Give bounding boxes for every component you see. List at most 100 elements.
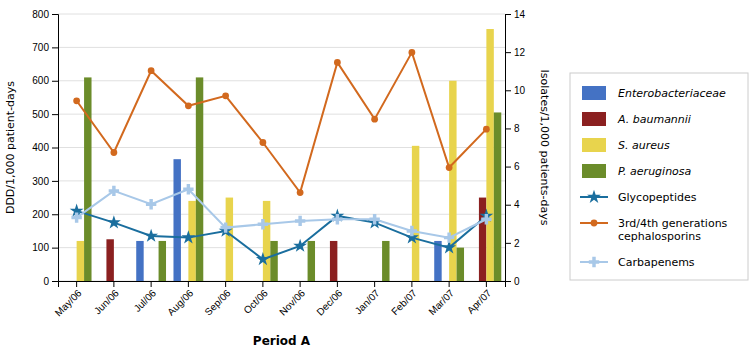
chart: May/06Jun/06Jul/06Aug/06Sep/06Oct/06Nov/… bbox=[0, 0, 756, 353]
bar bbox=[293, 281, 300, 282]
bar bbox=[308, 241, 315, 281]
tick: Nov/06 bbox=[277, 281, 307, 318]
tick-mark bbox=[505, 243, 511, 244]
tick: 100 bbox=[32, 242, 58, 253]
line-series bbox=[71, 184, 491, 243]
tick-mark bbox=[505, 128, 511, 129]
tick-label: 0 bbox=[514, 276, 520, 287]
bar bbox=[300, 281, 307, 282]
tick-label: 500 bbox=[32, 109, 49, 120]
bar bbox=[322, 281, 329, 282]
bar bbox=[263, 201, 270, 281]
legend-marker bbox=[591, 220, 598, 227]
marker bbox=[109, 186, 119, 196]
tick-label: 100 bbox=[32, 242, 49, 253]
tick-label: May/06 bbox=[53, 287, 84, 318]
line bbox=[77, 189, 487, 237]
bar bbox=[471, 281, 478, 282]
tick-mark bbox=[505, 167, 511, 168]
bar bbox=[69, 281, 76, 282]
tick-label: Aug/06 bbox=[165, 287, 195, 317]
tick-mark bbox=[188, 281, 189, 287]
marker bbox=[181, 230, 195, 243]
legend-swatch bbox=[582, 86, 606, 100]
legend-marker bbox=[589, 257, 599, 267]
tick: 8 bbox=[505, 123, 520, 134]
tick-mark bbox=[374, 281, 375, 287]
tick-label: Mar/07 bbox=[426, 287, 456, 317]
y-axis: 0100200300400500600700800 bbox=[32, 9, 58, 287]
tick: Aug/06 bbox=[165, 281, 195, 318]
tick-mark bbox=[505, 52, 511, 53]
tick-label: Sep/06 bbox=[203, 287, 233, 317]
marker bbox=[334, 59, 341, 66]
tick-label: 4 bbox=[514, 199, 520, 210]
tick-mark bbox=[52, 81, 58, 82]
tick-label: Apr/07 bbox=[465, 287, 494, 316]
tick-label: 800 bbox=[32, 9, 49, 20]
legend-label: Glycopeptides bbox=[618, 191, 697, 204]
tick: 400 bbox=[32, 142, 58, 153]
bar-series bbox=[77, 29, 494, 281]
marker bbox=[259, 139, 266, 146]
line-series bbox=[73, 49, 490, 196]
tick-mark bbox=[52, 281, 58, 282]
bar bbox=[442, 281, 449, 282]
axis-line bbox=[52, 15, 59, 282]
tick: 300 bbox=[32, 176, 58, 187]
tick: 800 bbox=[32, 9, 58, 20]
marker bbox=[222, 92, 229, 99]
bar bbox=[285, 281, 292, 282]
tick-label: 12 bbox=[514, 47, 526, 58]
tick: 700 bbox=[32, 42, 58, 53]
bar bbox=[136, 241, 143, 281]
bar bbox=[77, 241, 84, 281]
marker bbox=[483, 126, 490, 133]
bar bbox=[419, 281, 426, 282]
tick-mark bbox=[486, 281, 487, 287]
bar bbox=[330, 241, 337, 281]
tick-mark bbox=[449, 281, 450, 287]
bar bbox=[99, 281, 106, 282]
tick-label: 8 bbox=[514, 123, 520, 134]
bar bbox=[62, 281, 69, 282]
marker bbox=[220, 222, 230, 232]
marker bbox=[481, 214, 491, 224]
legend-item: Glycopeptides bbox=[580, 190, 697, 204]
tick-mark bbox=[505, 90, 511, 91]
marker bbox=[73, 97, 80, 104]
bar bbox=[144, 281, 151, 282]
legend-label: 3rd/4th generationscephalosporins bbox=[618, 217, 728, 243]
tick-mark bbox=[52, 47, 58, 48]
marker bbox=[107, 215, 121, 228]
marker bbox=[332, 214, 342, 224]
bar bbox=[114, 281, 121, 282]
bar bbox=[412, 146, 419, 281]
bar bbox=[345, 281, 352, 282]
bar bbox=[404, 281, 411, 282]
marker bbox=[297, 189, 304, 196]
marker bbox=[293, 239, 307, 252]
tick-label: Jan/07 bbox=[353, 287, 382, 316]
bar bbox=[106, 239, 113, 281]
tick: Sep/06 bbox=[203, 281, 233, 318]
legend-item: P. aeruginosa bbox=[582, 164, 692, 178]
marker bbox=[148, 67, 155, 74]
legend: EnterobacteriaceaeA. baumanniiS. aureusP… bbox=[570, 73, 748, 280]
bar bbox=[337, 281, 344, 282]
tick-mark bbox=[76, 281, 77, 287]
line bbox=[77, 211, 487, 259]
bar bbox=[181, 281, 188, 282]
x-axis-title: Period A bbox=[253, 334, 311, 348]
tick: 12 bbox=[505, 47, 526, 58]
marker bbox=[144, 229, 158, 242]
tick-label: Jun/06 bbox=[92, 287, 121, 316]
tick-label: 200 bbox=[32, 209, 49, 220]
tick: May/06 bbox=[53, 281, 84, 318]
legend-label: Enterobacteriaceae bbox=[618, 87, 726, 100]
tick-mark bbox=[262, 281, 263, 287]
grid-line bbox=[58, 147, 505, 148]
tick: 2 bbox=[505, 238, 520, 249]
tick: 200 bbox=[32, 209, 58, 220]
tick-mark bbox=[300, 281, 301, 287]
